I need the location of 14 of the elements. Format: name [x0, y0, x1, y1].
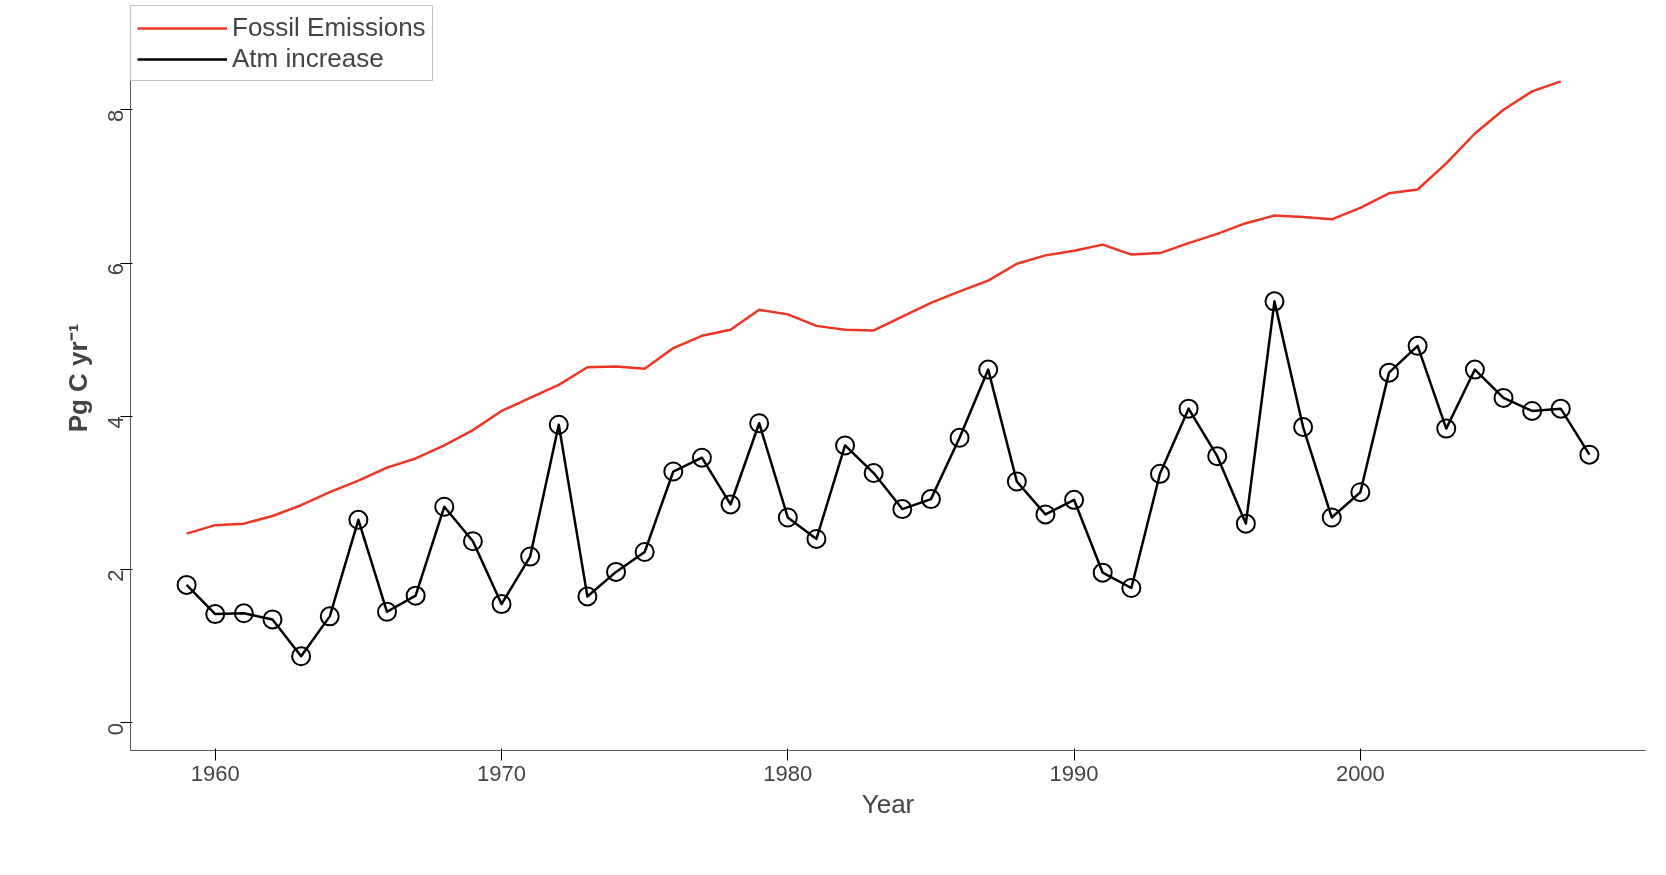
- legend-label: Atm increase: [232, 43, 384, 74]
- x-tick-label: 1980: [763, 760, 813, 786]
- y-tick-label: 0: [103, 722, 128, 736]
- legend-label: Fossil Emissions: [232, 12, 426, 43]
- y-tick-label: 2: [103, 569, 128, 582]
- y-tick-label: 4: [103, 416, 128, 429]
- x-axis-title: Year: [861, 788, 915, 819]
- y-tick-label: 8: [103, 109, 128, 122]
- y-tick-label: 6: [103, 263, 128, 276]
- x-tick-label: 1960: [190, 760, 240, 786]
- x-tick-label: 1990: [1049, 760, 1099, 786]
- x-tick-label: 1970: [477, 760, 526, 786]
- y-axis-title: Pg C yr⁻¹: [62, 323, 93, 433]
- x-tick-label: 2000: [1335, 760, 1385, 786]
